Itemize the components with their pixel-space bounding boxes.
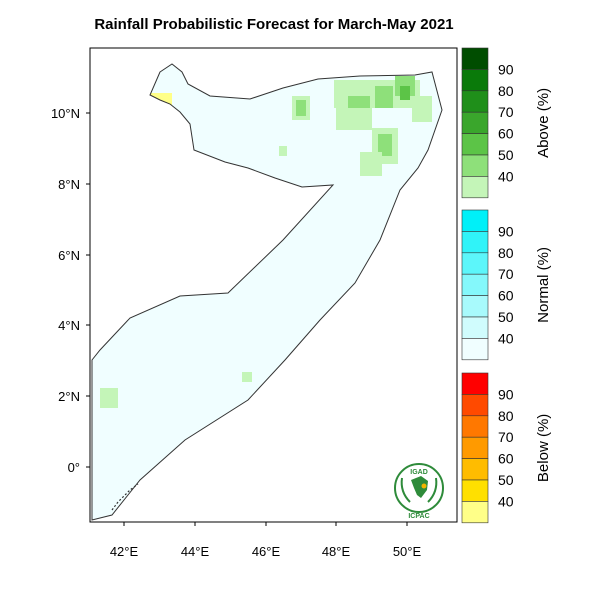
above-region-ne-10 xyxy=(412,96,432,122)
colorbar-tick-label: 80 xyxy=(498,83,514,99)
colorbar-tick-label: 50 xyxy=(498,472,514,488)
colorbar-tick-label: 40 xyxy=(498,330,514,346)
colorbar-swatch xyxy=(461,154,489,177)
y-tick-label: 8°N xyxy=(58,177,80,192)
y-axis xyxy=(86,112,90,468)
colorbar-swatch xyxy=(461,415,489,438)
colorbar-swatch xyxy=(461,176,489,199)
colorbar-swatch xyxy=(461,90,489,113)
above-region-ne-8 xyxy=(378,134,392,156)
above-region-nc-2 xyxy=(296,100,306,116)
colorbar-swatch xyxy=(461,111,489,134)
colorbar-swatch xyxy=(461,47,489,70)
colorbar-swatch xyxy=(461,69,489,92)
colorbar-swatch xyxy=(461,133,489,156)
above-region-ne-4 xyxy=(375,86,393,108)
x-tick-label: 46°E xyxy=(252,544,281,559)
colorbar-swatch xyxy=(461,394,489,417)
colorbar-tick-label: 60 xyxy=(498,288,514,304)
colorbar-swatch xyxy=(461,479,489,502)
icpac-logo: IGAD ICPAC xyxy=(394,463,444,520)
colorbar-tick-label: 80 xyxy=(498,408,514,424)
forecast-title: Rainfall Probabilistic Forecast for Marc… xyxy=(94,16,454,33)
colorbar-title: Below (%) xyxy=(535,414,552,482)
above-region-ne-5 xyxy=(400,86,410,100)
above-region-ne-9 xyxy=(360,152,382,176)
y-tick-label: 0° xyxy=(68,460,80,475)
colorbar-tick-label: 40 xyxy=(498,493,514,509)
colorbar-tick-label: 70 xyxy=(498,429,514,445)
colorbar-tick-label: 40 xyxy=(498,168,514,184)
colorbar-swatch xyxy=(461,338,489,361)
x-tick-label: 44°E xyxy=(181,544,210,559)
colorbar-tick-label: 60 xyxy=(498,451,514,467)
colorbar-swatch xyxy=(461,273,489,296)
y-tick-label: 4°N xyxy=(58,318,80,333)
colorbar-swatch xyxy=(461,231,489,254)
colorbar-swatch xyxy=(461,436,489,459)
colorbar-swatch xyxy=(461,295,489,318)
colorbar-tick-label: 70 xyxy=(498,266,514,282)
colorbar-tick-label: 90 xyxy=(498,61,514,77)
x-tick-label: 48°E xyxy=(322,544,351,559)
colorbar-tick-label: 70 xyxy=(498,104,514,120)
above-region-nc-3 xyxy=(279,146,287,156)
above-region-s-1 xyxy=(242,372,252,382)
colorbar-swatch xyxy=(461,252,489,275)
colorbar-swatch xyxy=(461,458,489,481)
colorbar-title: Above (%) xyxy=(535,88,552,158)
africa-map-icon xyxy=(411,476,428,498)
y-tick-label: 2°N xyxy=(58,389,80,404)
y-tick-label: 10°N xyxy=(51,106,80,121)
colorbar-tick-label: 90 xyxy=(498,386,514,402)
colorbar-swatch xyxy=(461,372,489,395)
logo-bottom-text: ICPAC xyxy=(408,513,429,520)
above-region-ne-6 xyxy=(336,108,372,130)
colorbar-title: Normal (%) xyxy=(535,247,552,323)
colorbar-swatch xyxy=(461,209,489,232)
x-axis xyxy=(123,522,408,526)
colorbar-tick-label: 60 xyxy=(498,126,514,142)
above-region-s-2 xyxy=(100,388,118,408)
colorbar-swatch xyxy=(461,316,489,339)
logo-top-text: IGAD xyxy=(410,469,428,476)
y-tick-label: 6°N xyxy=(58,248,80,263)
colorbar-swatch xyxy=(461,501,489,524)
colorbar-tick-label: 50 xyxy=(498,147,514,163)
wreath-icon xyxy=(400,477,438,503)
colorbar-tick-label: 50 xyxy=(498,309,514,325)
colorbars: 90 80 70 60 50 40 Above (%) 90 80 70 60 50 40 Normal … xyxy=(461,47,552,524)
x-tick-label: 42°E xyxy=(110,544,139,559)
colorbar-tick-label: 80 xyxy=(498,245,514,261)
x-tick-label: 50°E xyxy=(393,544,422,559)
colorbar-tick-label: 90 xyxy=(498,223,514,239)
